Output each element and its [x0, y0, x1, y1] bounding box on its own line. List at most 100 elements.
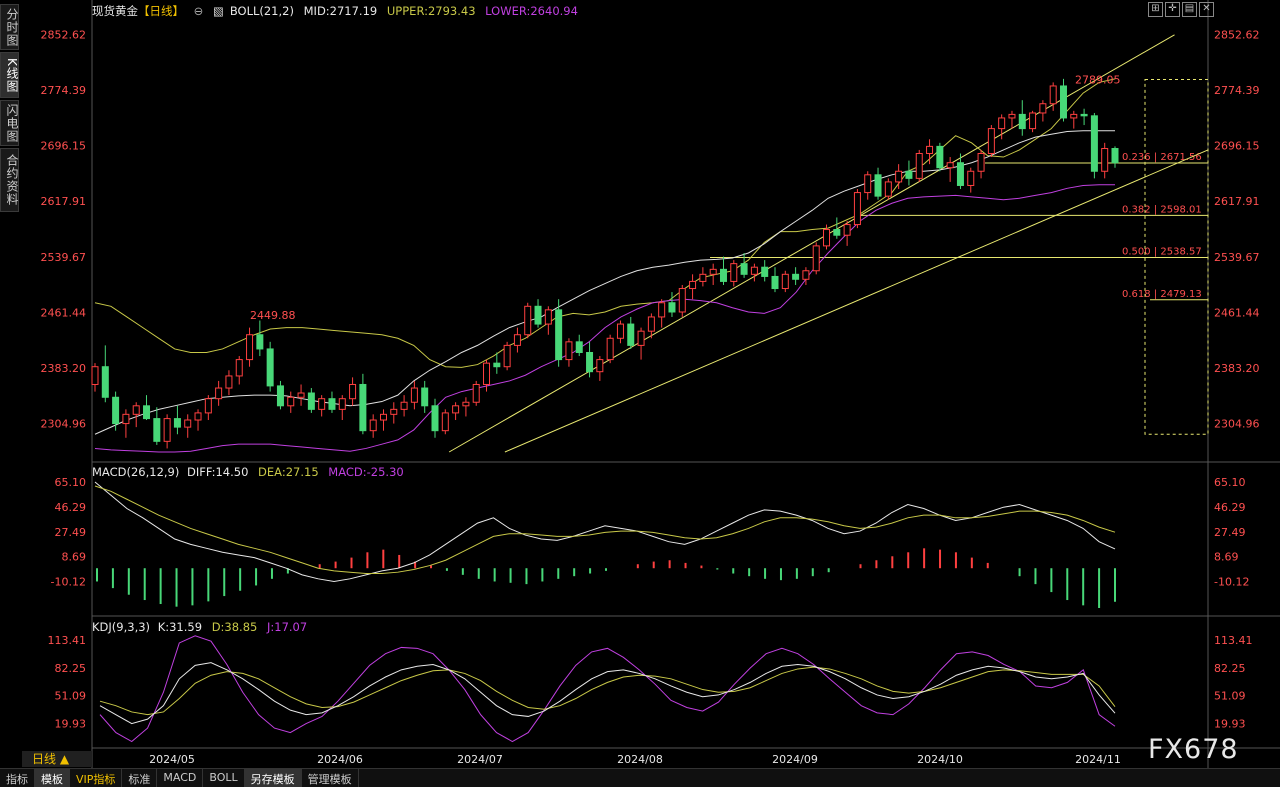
candle-body — [761, 266, 769, 277]
candle-body — [771, 275, 779, 290]
boll-mid: MID:2717.19 — [303, 4, 378, 18]
bottom-tab-3[interactable]: 标准 — [122, 769, 158, 787]
candle-body — [421, 387, 429, 407]
candle-body — [658, 302, 666, 318]
price-ytick-right: 2696.15 — [1214, 140, 1260, 153]
price-ytick-left: 2383.20 — [41, 362, 87, 375]
candle-body — [297, 392, 305, 398]
candle-body — [586, 351, 594, 373]
candle-body — [184, 419, 192, 428]
kdj-ytick-left: 82.25 — [55, 662, 87, 675]
candle-body — [936, 145, 944, 169]
price-ytick-left: 2461.44 — [41, 306, 87, 319]
candle-body — [534, 305, 542, 325]
bottom-tab-7[interactable]: 管理模板 — [302, 769, 359, 787]
price-ytick-right: 2617.91 — [1214, 195, 1260, 208]
candle-body — [596, 359, 604, 373]
settings-icon[interactable]: ⊖ — [193, 4, 204, 18]
x-label: 2024/07 — [457, 753, 503, 766]
instrument-name: 现货黄金 — [92, 4, 138, 18]
bottom-tab-4[interactable]: MACD — [157, 769, 204, 787]
boll-icon: ▧ — [212, 4, 224, 18]
bottom-toolbar: 指标 模板 VIP指标 标准 MACD BOLL 另存模板 管理模板 — [0, 768, 1280, 787]
trend-channel-line — [504, 149, 1209, 453]
kdj-d: D:38.85 — [211, 620, 258, 634]
candle-body — [575, 341, 583, 353]
x-label: 2024/05 — [149, 753, 195, 766]
price-ytick-right: 2304.96 — [1214, 418, 1260, 431]
bottom-tab-2[interactable]: VIP指标 — [70, 769, 123, 787]
kdj-k-line — [99, 662, 1116, 725]
price-ytick-right: 2852.62 — [1214, 28, 1260, 41]
candle-body — [750, 266, 758, 275]
candle-body — [987, 128, 995, 154]
candle-body — [719, 268, 727, 282]
x-label: 2024/10 — [917, 753, 963, 766]
candle-body — [915, 152, 923, 179]
candle-body — [338, 398, 346, 410]
kdj-ytick-right: 51.09 — [1214, 690, 1246, 703]
kdj-ytick-left: 19.93 — [55, 718, 87, 731]
candle-body — [276, 385, 284, 407]
watermark-logo: FX678 — [1148, 734, 1239, 765]
kdj-ytick-right: 19.93 — [1214, 718, 1246, 731]
side-tab-2[interactable]: 闪电图 — [0, 100, 19, 146]
price-ytick-left: 2774.39 — [41, 84, 87, 97]
candle-body — [318, 398, 326, 410]
side-tab-1[interactable]: K线图 — [0, 52, 19, 98]
candle-body — [410, 387, 418, 403]
side-tab-3[interactable]: 合约资料 — [0, 148, 19, 212]
candle-body — [565, 341, 573, 361]
period-selector[interactable]: 日线 ▲ — [22, 751, 92, 767]
fib-label: 0.236 | 2671.56 — [1122, 152, 1202, 163]
candle-body — [926, 145, 934, 154]
candle-body — [1080, 113, 1088, 117]
candle-body — [153, 418, 161, 442]
candle-body — [884, 181, 892, 197]
fib-label: 0.500 | 2538.57 — [1122, 247, 1202, 258]
candle-body — [441, 412, 449, 432]
window-controls: ⊞ ✛ ▤ ✕ — [1148, 2, 1214, 17]
fib-label: 0.382 | 2598.01 — [1122, 204, 1202, 215]
candle-body — [647, 316, 655, 332]
candle-body — [194, 412, 202, 421]
candle-body — [101, 366, 109, 398]
price-ytick-right: 2539.67 — [1214, 251, 1260, 264]
candle-body — [905, 170, 913, 179]
layout-icon[interactable]: ▤ — [1182, 2, 1197, 17]
candle-body — [812, 245, 820, 272]
annotation-low-high: 2449.88 — [250, 309, 296, 322]
candle-body — [91, 366, 99, 385]
bottom-tab-5[interactable]: BOLL — [203, 769, 245, 787]
candle-body — [215, 387, 223, 400]
candle-body — [235, 359, 243, 377]
candle-body — [853, 192, 861, 226]
macd-ytick-right: 27.49 — [1214, 526, 1246, 539]
candle-body — [843, 224, 851, 236]
candle-body — [864, 174, 872, 194]
candle-body — [956, 162, 964, 186]
candle-body — [833, 229, 841, 236]
bottom-tab-6[interactable]: 另存模板 — [244, 769, 302, 787]
candle-body — [307, 392, 315, 410]
bottom-tab-0[interactable]: 指标 — [0, 769, 35, 787]
macd-legend: MACD(26,12,9) DIFF:14.50 DEA:27.15 MACD:… — [92, 465, 410, 479]
candle-body — [627, 323, 635, 346]
candle-body — [287, 396, 295, 407]
close-icon[interactable]: ✕ — [1199, 2, 1214, 17]
candle-body — [709, 268, 717, 275]
candle-body — [462, 401, 470, 407]
crosshair-icon[interactable]: ✛ — [1165, 2, 1180, 17]
side-tab-0[interactable]: 分时图 — [0, 4, 19, 50]
candle-body — [122, 413, 130, 425]
candle-body — [555, 309, 563, 361]
kdj-ytick-right: 82.25 — [1214, 662, 1246, 675]
kdj-name: KDJ(9,3,3) — [92, 620, 151, 634]
candle-body — [493, 362, 501, 368]
bottom-tab-1[interactable]: 模板 — [35, 769, 70, 787]
candle-body — [359, 383, 367, 432]
price-ytick-left: 2304.96 — [41, 418, 87, 431]
expand-icon[interactable]: ⊞ — [1148, 2, 1163, 17]
macd-ytick-right: 46.29 — [1214, 501, 1246, 514]
